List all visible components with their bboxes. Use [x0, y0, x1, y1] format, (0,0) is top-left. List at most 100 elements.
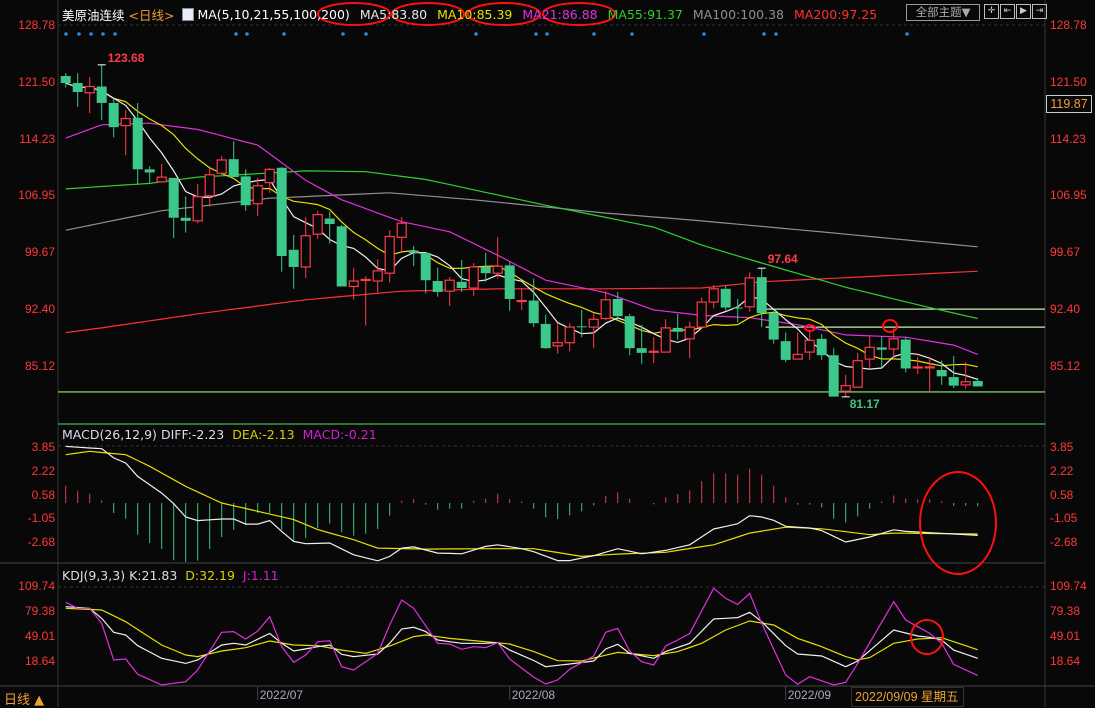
- candle-body: [816, 338, 827, 356]
- axis-label-left: 49.01: [24, 628, 55, 643]
- candle: [360, 276, 371, 326]
- candle-body: [696, 301, 707, 328]
- high-annotation: 123.68: [107, 50, 145, 65]
- circle-macd: [919, 471, 997, 575]
- axis-label-left: -1.05: [27, 511, 55, 526]
- kdj-title: KDJ(9,3,3): [62, 568, 126, 583]
- candle: [528, 278, 539, 328]
- ma100-line: [65, 192, 978, 248]
- play-right-icon[interactable]: ▶: [1016, 4, 1031, 19]
- candle-body: [948, 377, 959, 386]
- axis-label-left: 109.74: [18, 579, 55, 593]
- candle-body: [852, 360, 863, 388]
- candle-body: [480, 266, 491, 274]
- axis-label-left: -2.68: [27, 534, 55, 549]
- candle-body: [720, 288, 731, 308]
- kdj-d: D:32.19: [185, 568, 235, 583]
- candle-body: [408, 250, 419, 253]
- candle-body: [828, 355, 839, 397]
- candle-body: [900, 339, 911, 369]
- ma10-line: [65, 82, 978, 368]
- candle: [240, 169, 251, 211]
- ma-chart-icon: [182, 7, 195, 21]
- candle-body: [456, 281, 467, 289]
- candle: [180, 196, 191, 233]
- candle-body: [396, 222, 407, 238]
- low-annotation: 81.17: [849, 396, 880, 411]
- candle: [72, 73, 83, 107]
- candle-body: [252, 185, 263, 205]
- axis-label-right: -2.68: [1050, 534, 1078, 549]
- candle: [732, 298, 743, 323]
- ma5-line: [65, 82, 978, 380]
- event-dot: [592, 32, 596, 36]
- kdj-panel: [65, 587, 978, 686]
- axis-label-right: 109.74: [1050, 579, 1087, 593]
- event-dot: [282, 32, 286, 36]
- theme-dropdown[interactable]: 全部主题▼: [906, 4, 980, 21]
- candle: [960, 362, 971, 389]
- kdj-j: J:1.11: [242, 568, 279, 583]
- annotation-circles: [317, 2, 997, 655]
- candle-body: [600, 299, 611, 320]
- candle: [684, 321, 695, 359]
- candle-body: [336, 226, 347, 287]
- candle-body: [936, 370, 947, 377]
- axis-label-left: 79.38: [24, 603, 55, 618]
- candle-body: [768, 313, 779, 340]
- event-dot: [630, 32, 634, 36]
- candle: [648, 337, 659, 364]
- candle: [264, 167, 275, 193]
- event-dot: [245, 32, 249, 36]
- crosshair-icon[interactable]: ✛: [984, 4, 999, 19]
- axis-label-left: 18.64: [24, 653, 55, 668]
- candle: [324, 211, 335, 244]
- fit-left-icon[interactable]: ⇤: [1000, 4, 1015, 19]
- period-tag[interactable]: <日线>: [128, 7, 175, 23]
- candle-body: [960, 381, 971, 386]
- candle: [396, 216, 407, 253]
- candle-body: [372, 270, 383, 282]
- candle-body: [468, 266, 479, 289]
- candle-body: [360, 278, 371, 282]
- candle-body: [648, 350, 659, 353]
- chart-header: 美原油连续 <日线> MA(5,10,21,55,100,200) MA5:83…: [62, 5, 885, 23]
- candle: [408, 245, 419, 267]
- candle-body: [756, 277, 767, 314]
- candle: [216, 156, 227, 175]
- candle: [552, 323, 563, 354]
- candle: [312, 210, 323, 239]
- period-selector[interactable]: 日线 ▲: [4, 693, 45, 708]
- candle: [696, 297, 707, 329]
- axis-label-left: 2.22: [31, 463, 55, 478]
- fit-right-icon[interactable]: ⇥: [1032, 4, 1047, 19]
- candle-body: [912, 366, 923, 369]
- circle-ma10: [391, 2, 465, 26]
- event-dot: [364, 32, 368, 36]
- dea-line: [65, 450, 978, 558]
- axis-label-right: 49.01: [1050, 628, 1081, 643]
- candle: [936, 360, 947, 385]
- macd-value: MACD:-0.21: [302, 427, 377, 442]
- candle-body: [612, 298, 623, 317]
- candle: [120, 109, 131, 156]
- ma-value-4: MA100:100.38: [692, 6, 785, 22]
- candle-body: [156, 176, 167, 183]
- candle-body: [216, 159, 227, 174]
- candle: [348, 267, 359, 300]
- candle: [720, 285, 731, 311]
- candle-body: [972, 380, 983, 387]
- event-dot: [762, 32, 766, 36]
- candle: [912, 356, 923, 374]
- axis-label-left: 114.23: [19, 131, 55, 146]
- candle-body: [288, 249, 299, 267]
- candle: [948, 355, 959, 389]
- circle-ma21: [467, 2, 541, 26]
- axis-label-right: 114.23: [1050, 131, 1086, 146]
- candle-body: [864, 346, 875, 360]
- axis-label-left: 92.40: [24, 302, 55, 317]
- candle: [540, 314, 551, 349]
- candle: [672, 313, 683, 340]
- candle: [900, 337, 911, 373]
